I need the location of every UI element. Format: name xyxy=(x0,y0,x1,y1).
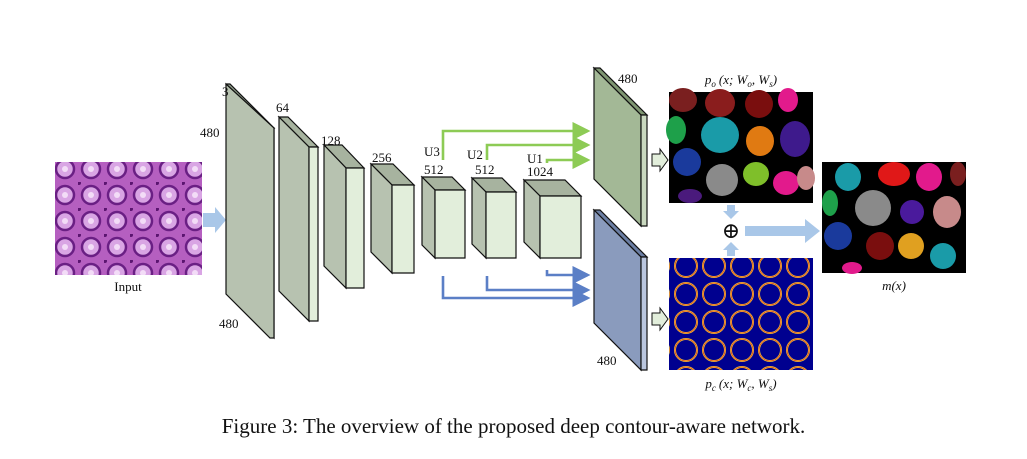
layer-7-channels: 1024 xyxy=(527,164,554,179)
contour-probability-map xyxy=(669,258,813,370)
input-label: Input xyxy=(114,279,142,294)
feature-layer-3 xyxy=(322,143,366,290)
u1-label: U1 xyxy=(527,151,543,166)
contour-branch-arrows xyxy=(441,265,591,308)
contour-branch-size: 480 xyxy=(597,353,617,368)
feature-layer-7 xyxy=(522,178,583,260)
fusion-symbol: ⊕ xyxy=(722,218,740,243)
object-branch-arrows xyxy=(441,121,591,170)
layer-5-channels: 512 xyxy=(424,162,444,177)
object-feature-map xyxy=(592,66,649,228)
layer-1-height-top: 480 xyxy=(200,125,220,140)
object-output-arrow-icon xyxy=(651,147,669,173)
u2-label: U2 xyxy=(467,147,483,162)
fusion-down-arrow-icon xyxy=(723,205,739,219)
layer-6-channels: 512 xyxy=(475,162,495,177)
layer-2-channels: 64 xyxy=(276,100,290,115)
layer-4-channels: 256 xyxy=(372,150,392,165)
contour-feature-map xyxy=(592,208,649,372)
input-arrow-icon xyxy=(203,207,226,233)
feature-layer-2 xyxy=(277,115,320,323)
feature-layer-5 xyxy=(420,175,467,260)
object-probability-label: po (x; Wo, Ws) xyxy=(704,72,777,89)
final-output-label: m(x) xyxy=(882,278,906,293)
feature-layer-1 xyxy=(225,82,276,340)
layer-1-height-bottom: 480 xyxy=(219,316,239,331)
figure-caption: Figure 3: The overview of the proposed d… xyxy=(221,414,806,438)
layer-1-channels: 3 xyxy=(222,84,229,99)
final-segmentation-map xyxy=(822,162,966,274)
contour-output-arrow-icon xyxy=(651,306,669,332)
feature-layer-6 xyxy=(470,176,518,260)
layer-3-channels: 128 xyxy=(321,133,341,148)
object-branch-size: 480 xyxy=(618,71,638,86)
input-image xyxy=(55,162,202,275)
object-probability-map xyxy=(666,88,815,203)
fusion-up-arrow-icon xyxy=(723,242,739,256)
fusion-output-arrow-icon xyxy=(745,219,820,243)
feature-layer-4 xyxy=(369,162,416,275)
contour-probability-label: pc (x; Wc, Ws) xyxy=(704,376,776,393)
u3-label: U3 xyxy=(424,144,440,159)
